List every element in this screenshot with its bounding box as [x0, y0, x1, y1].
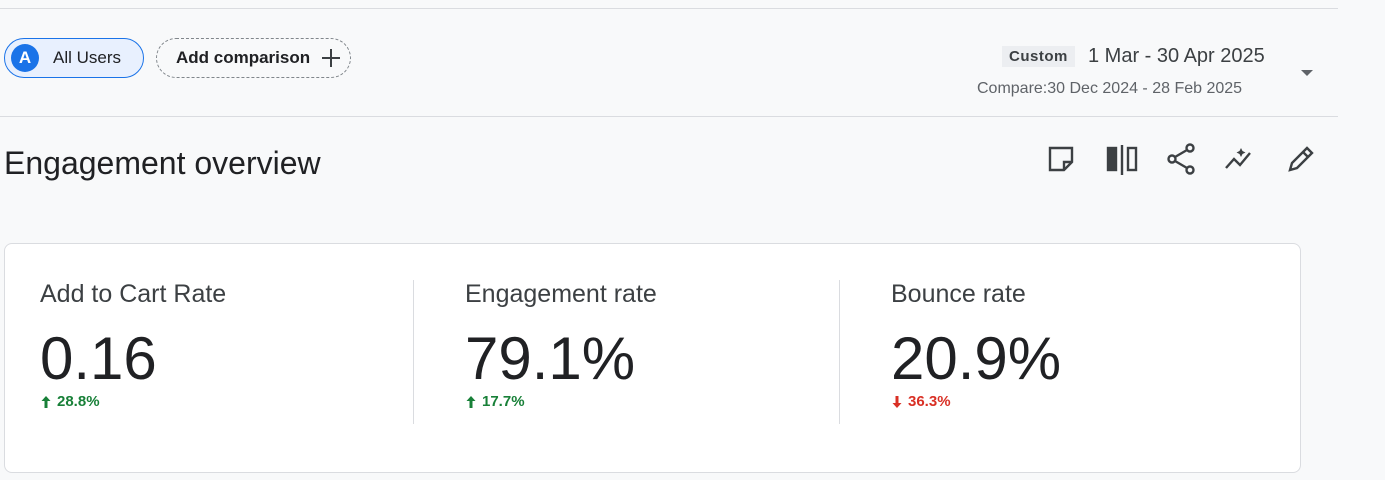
segment-badge: A	[11, 44, 39, 72]
metric-change: 28.8%	[40, 393, 420, 410]
trend-arrow	[892, 395, 902, 408]
share-icon[interactable]	[1167, 143, 1195, 175]
page-title: Engagement overview	[4, 145, 321, 181]
metric-change-value: 17.7%	[482, 393, 525, 410]
note-icon[interactable]	[1048, 146, 1074, 172]
compare-icon[interactable]	[1106, 145, 1138, 175]
divider	[0, 116, 1338, 117]
metric: Add to Cart Rate 0.16 28.8%	[40, 280, 420, 410]
metric-value: 79.1%	[465, 325, 636, 392]
add-comparison[interactable]: Add comparison	[156, 38, 351, 78]
add-comparison-label: Add comparison	[176, 48, 311, 67]
trend-arrow	[41, 395, 51, 408]
metric: Engagement rate 79.1% 17.7%	[465, 280, 845, 410]
edit-icon[interactable]	[1288, 146, 1314, 172]
metric: Bounce rate 20.9% 36.3%	[891, 280, 1271, 410]
metric-change: 36.3%	[891, 393, 1271, 410]
metric-change-value: 28.8%	[57, 393, 100, 410]
metrics-card: Add to Cart Rate 0.16 28.8% Engagement rate…	[4, 243, 1301, 473]
metric-value: 20.9%	[891, 325, 1062, 392]
divider	[0, 8, 1338, 9]
plus-icon	[322, 49, 341, 67]
metric-label: Bounce rate	[891, 280, 1026, 308]
segment-label: All Users	[53, 48, 122, 67]
metric-label: Add to Cart Rate	[40, 280, 227, 308]
separator	[839, 280, 840, 424]
segment-chip[interactable]: A All Users	[4, 38, 144, 78]
date-tag: Custom	[1002, 46, 1075, 67]
compare-range: Compare:30 Dec 2024 - 28 Feb 2025	[977, 80, 1243, 97]
toolbar	[1048, 143, 1314, 175]
metric-value: 0.16	[40, 325, 157, 392]
metric-label: Engagement rate	[465, 280, 657, 308]
trend-arrow	[466, 395, 476, 408]
metric-change: 17.7%	[465, 393, 845, 410]
insights-icon[interactable]	[1225, 148, 1251, 169]
date-range[interactable]: 1 Mar - 30 Apr 2025	[1088, 45, 1265, 67]
date-dropdown[interactable]	[1300, 68, 1314, 78]
metric-change-value: 36.3%	[908, 393, 951, 410]
separator	[413, 280, 414, 424]
